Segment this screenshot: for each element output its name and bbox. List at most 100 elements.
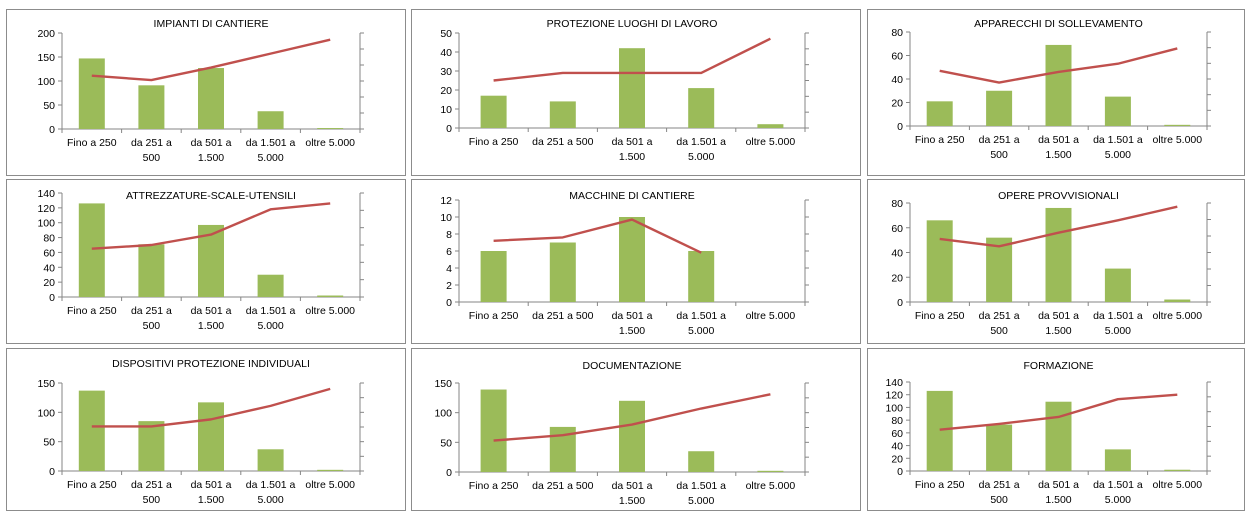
y-tick-label: 140 — [885, 377, 903, 389]
x-tick-label: da 251 a — [979, 134, 1020, 146]
chart-title: MACCHINE DI CANTIERE — [569, 190, 694, 202]
chart: ATTREZZATURE-SCALE-UTENSILI 0 20 40 60 80 100 1… — [37, 188, 364, 332]
chart-title: ATTREZZATURE-SCALE-UTENSILI — [126, 190, 296, 202]
y-tick-label: 150 — [37, 378, 55, 390]
bar — [480, 389, 507, 472]
x-tick-label: 500 — [143, 494, 161, 506]
y-tick-label: 80 — [891, 198, 903, 210]
y-tick-label: 30 — [440, 66, 452, 78]
chart-title: DOCUMENTAZIONE — [583, 360, 682, 372]
bar — [1045, 207, 1072, 302]
chart: APPARECCHI DI SOLLEVAMENTO 0 20 40 60 80 Fino … — [891, 18, 1211, 161]
bar — [757, 470, 784, 472]
chart-title: PROTEZIONE LUOGHI DI LAVORO — [547, 18, 718, 30]
y-tick-label: 40 — [891, 441, 903, 453]
y-tick-label: 60 — [891, 223, 903, 235]
bar — [619, 400, 645, 472]
y-tick-label: 10 — [440, 212, 452, 224]
y-tick-label: 40 — [43, 262, 55, 274]
y-tick-label: 0 — [446, 123, 452, 135]
chart-title: IMPIANTI DI CANTIERE — [154, 18, 269, 30]
x-tick-label: da 501 a — [191, 137, 232, 149]
bar — [317, 128, 344, 129]
bar — [480, 251, 507, 302]
x-tick-label: 5.000 — [688, 151, 714, 163]
y-tick-label: 150 — [434, 378, 452, 390]
x-tick-label: oltre 5.000 — [746, 136, 796, 148]
y-tick-label: 20 — [440, 85, 452, 97]
x-tick-label: oltre 5.000 — [746, 480, 796, 492]
x-tick-label: da 1.501 a — [1093, 310, 1143, 322]
bar — [986, 424, 1013, 471]
x-tick-label: 500 — [143, 320, 161, 332]
bar — [138, 421, 165, 471]
y-tick-label: 40 — [891, 248, 903, 260]
y-tick-label: 60 — [43, 247, 55, 259]
x-tick-label: da 1.501 a — [246, 305, 296, 317]
y-tick-label: 150 — [37, 52, 55, 64]
y-tick-label: 2 — [446, 280, 452, 292]
bar — [480, 95, 507, 128]
y-tick-label: 100 — [885, 402, 903, 414]
x-tick-label: 5.000 — [257, 320, 283, 332]
x-tick-label: 5.000 — [1105, 149, 1131, 161]
bar — [198, 68, 224, 129]
x-tick-label: da 1.501 a — [676, 480, 726, 492]
x-tick-label: da 251 a 500 — [532, 310, 593, 322]
x-tick-label: Fino a 250 — [67, 137, 117, 149]
y-tick-label: 4 — [446, 263, 452, 275]
y-tick-label: 50 — [43, 100, 55, 112]
bar — [257, 274, 284, 297]
y-tick-label: 0 — [897, 121, 903, 133]
y-tick-label: 20 — [891, 453, 903, 465]
y-tick-label: 20 — [43, 277, 55, 289]
y-tick-label: 20 — [891, 98, 903, 110]
x-tick-label: oltre 5.000 — [1152, 479, 1202, 491]
y-tick-label: 120 — [37, 203, 55, 215]
bar — [986, 90, 1013, 126]
trend-line — [91, 387, 331, 428]
x-tick-label: da 1.501 a — [676, 310, 726, 322]
y-tick-label: 40 — [440, 47, 452, 59]
y-tick-label: 100 — [37, 218, 55, 230]
chart: PROTEZIONE LUOGHI DI LAVORO 0 10 20 30 40 50 Fi… — [440, 18, 809, 163]
trend-line — [91, 202, 331, 250]
trend-line — [939, 205, 1178, 248]
chart: DISPOSITIVI PROTEZIONE INDIVIDUALI 0 50 100… — [37, 358, 364, 506]
chart: MACCHINE DI CANTIERE 0 2 4 6 8 10 12 Fino a 250 d… — [440, 190, 809, 337]
x-tick-label: Fino a 250 — [915, 310, 965, 322]
x-tick-label: 500 — [990, 149, 1008, 161]
x-tick-label: 1.500 — [198, 320, 224, 332]
chart-title: APPARECCHI DI SOLLEVAMENTO — [974, 18, 1143, 30]
bar — [986, 237, 1013, 302]
x-tick-label: 1.500 — [619, 151, 645, 163]
x-tick-label: da 251 a 500 — [532, 136, 593, 148]
x-tick-label: 1.500 — [1045, 149, 1071, 161]
trend-line — [493, 218, 702, 254]
y-tick-label: 140 — [37, 188, 55, 200]
x-tick-label: 500 — [143, 152, 161, 164]
chart-title: FORMAZIONE — [1024, 360, 1094, 372]
y-tick-label: 0 — [49, 124, 55, 136]
y-tick-label: 10 — [440, 104, 452, 116]
bar — [619, 48, 645, 129]
chart-title: DISPOSITIVI PROTEZIONE INDIVIDUALI — [112, 358, 310, 370]
x-tick-label: Fino a 250 — [469, 480, 519, 492]
x-tick-label: da 251 a — [979, 310, 1020, 322]
x-tick-label: oltre 5.000 — [305, 479, 355, 491]
trend-line — [939, 393, 1178, 431]
bar — [688, 88, 715, 128]
chart: DOCUMENTAZIONE 0 50 100 150 Fino a 250 da 251 … — [434, 360, 809, 507]
x-tick-label: oltre 5.000 — [305, 137, 355, 149]
x-tick-label: Fino a 250 — [915, 134, 965, 146]
bar — [549, 101, 576, 128]
y-tick-label: 50 — [440, 437, 452, 449]
y-tick-label: 0 — [897, 297, 903, 309]
bar — [138, 85, 165, 129]
y-tick-label: 20 — [891, 272, 903, 284]
bar — [1104, 268, 1131, 302]
bar — [549, 242, 576, 302]
y-tick-label: 40 — [891, 74, 903, 86]
